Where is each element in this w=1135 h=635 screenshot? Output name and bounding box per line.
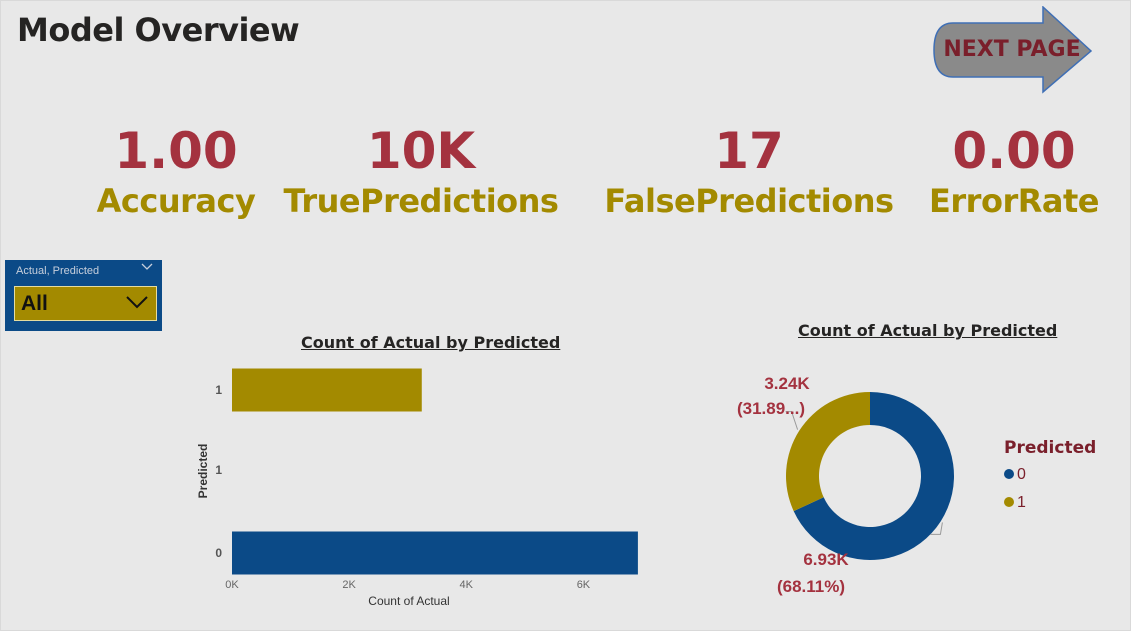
kpi-label: Accuracy — [96, 182, 256, 220]
y-tick-label: 1 — [215, 463, 222, 477]
legend-label: 1 — [1017, 494, 1026, 511]
bar — [232, 531, 638, 575]
kpi-label: FalsePredictions — [604, 182, 894, 220]
data-label-percent: (68.11%) — [777, 577, 845, 596]
legend-item-1[interactable]: 1 — [1004, 494, 1026, 512]
slicer-dropdown[interactable]: All — [14, 286, 157, 321]
slicer-title: Actual, Predicted — [16, 265, 100, 277]
leader-line — [785, 411, 799, 430]
kpi-label: ErrorRate — [929, 182, 1099, 220]
donut-chart: 6.93K (68.11%) 3.24K (31.89...) — [737, 374, 954, 596]
data-label-percent: (31.89...) — [737, 399, 805, 418]
data-label-value: 3.24K — [764, 374, 810, 393]
legend-marker — [1004, 469, 1014, 479]
kpi-value: 0.00 — [952, 122, 1076, 180]
bar-chart-title: Count of Actual by Predicted — [301, 333, 561, 352]
x-axis-label: Count of Actual — [368, 594, 449, 608]
leader-line — [930, 522, 943, 535]
kpi-accuracy: 1.00 Accuracy — [86, 121, 266, 221]
kpi-false-predictions: 17 FalsePredictions — [599, 121, 899, 221]
donut-slice — [786, 392, 870, 512]
data-label-value: 6.93K — [803, 550, 849, 569]
donut-chart-title: Count of Actual by Predicted — [798, 321, 1058, 340]
kpi-true-predictions: 10K TruePredictions — [281, 121, 561, 221]
chevron-down-icon — [126, 296, 148, 309]
x-tick-label: 0K — [225, 579, 239, 591]
slicer-selected-value: All — [21, 292, 48, 315]
y-axis-label: Predicted — [196, 444, 210, 499]
legend-label: 0 — [1017, 466, 1026, 483]
next-page-label: NEXT PAGE — [943, 37, 1081, 62]
slicer: Actual, Predicted All — [5, 260, 162, 331]
donut-slice — [793, 392, 954, 560]
page-title: Model Overview — [17, 11, 300, 49]
x-tick-label: 6K — [577, 579, 591, 591]
arrow-right-icon — [933, 6, 1093, 94]
bar — [232, 368, 422, 412]
kpi-error-rate: 0.00 ErrorRate — [919, 121, 1109, 221]
x-tick-label: 2K — [342, 579, 356, 591]
y-tick-label: 0 — [215, 546, 222, 560]
kpi-value: 1.00 — [114, 122, 238, 180]
legend-marker — [1004, 497, 1014, 507]
bar-chart: 1 1 0 0K 2K 4K 6K Count of Actual Predicted — [196, 368, 638, 608]
legend-title: Predicted — [1004, 438, 1097, 458]
kpi-value: 17 — [714, 122, 784, 180]
legend-item-0[interactable]: 0 — [1004, 466, 1026, 484]
kpi-label: TruePredictions — [283, 182, 559, 220]
kpi-value: 10K — [366, 122, 476, 180]
chevron-down-icon[interactable] — [141, 262, 153, 274]
next-page-button[interactable]: NEXT PAGE — [931, 6, 1095, 94]
y-tick-label: 1 — [215, 383, 222, 397]
x-tick-label: 4K — [460, 579, 474, 591]
